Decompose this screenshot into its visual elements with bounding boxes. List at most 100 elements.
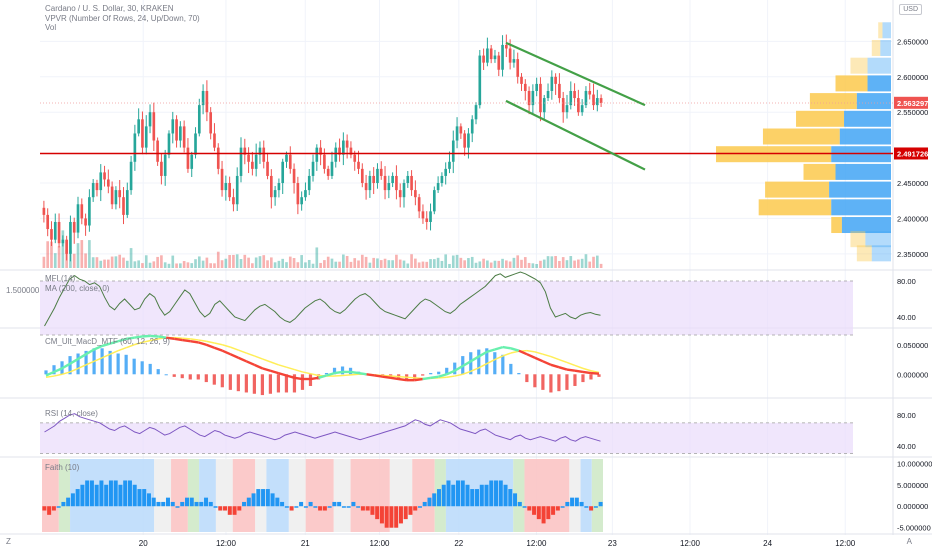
candle-body [463,133,466,148]
volume-bar [486,260,489,268]
faith-pane[interactable] [42,459,603,532]
price-label: 2.563297 [897,99,928,108]
macd-line [133,335,143,339]
candle-body [478,55,482,106]
volume-bar [315,247,319,268]
vpvr-legend[interactable]: VPVR (Number Of Rows, 24, Up/Down, 70) [45,13,200,23]
macd-histogram-bar [292,374,297,393]
rsi-pane[interactable] [40,413,853,454]
volume-bar [163,262,167,268]
volume-profile-bar-down [856,245,872,262]
macd-line [53,367,63,374]
faith-histogram-bar [322,506,327,511]
volume-bar [508,261,512,268]
faith-histogram-bar [503,484,508,507]
price-pane[interactable] [40,22,893,268]
faith-histogram-bar [318,506,323,511]
faith-background-band [171,459,188,532]
volume-bar [118,254,122,268]
rsi-title[interactable]: RSI (14, close) [45,409,98,418]
faith-background-band [154,459,172,532]
volume-profile-bar-up [867,75,891,92]
candle-body [577,98,580,113]
mfi-title[interactable]: MFI (14) [45,274,76,283]
candle-body [46,214,50,230]
faith-histogram-bar [441,484,446,507]
candle-body [224,183,228,191]
candle-body [345,140,349,148]
faith-histogram-bar [436,489,441,507]
volume-profile-bar-down [871,39,881,56]
macd-pane[interactable] [44,334,601,396]
currency-badge[interactable]: USD [899,4,922,15]
volume-bar [376,258,379,268]
macd-line [454,364,464,372]
macd-signal-line [566,361,576,367]
macd-signal-line [254,355,263,360]
macd-signal-line [390,375,399,378]
faith-background-band [255,459,267,532]
volume-bar [421,261,425,268]
macd-signal-line [526,349,535,353]
macd-histogram-bar [132,358,136,375]
faith-histogram-bar [370,506,375,515]
macd-line [398,377,407,382]
macd-signal-line [69,367,79,373]
macd-signal-line [478,362,488,369]
volume-bar [364,256,368,268]
mfi-pane[interactable] [40,271,853,336]
volume-profile-bar-down [850,231,866,248]
faith-histogram-bar [113,480,118,507]
faith-histogram-bar [398,506,403,524]
candle-body [558,83,561,99]
vol-legend[interactable]: Vol [45,23,57,32]
macd-line [534,356,544,363]
faith-histogram-bar [413,506,418,511]
symbol-title[interactable]: Cardano / U. S. Dollar, 30, KRAKEN [45,4,174,13]
volume-profile-bar-up [871,245,891,262]
volume-bar [175,263,178,268]
volume-bar [186,262,190,268]
volume-bar [179,263,182,268]
faith-histogram-bar [261,489,266,507]
candle-body [588,90,592,95]
candle-body [213,133,216,148]
macd-histogram-bar [348,367,353,375]
candle-body [254,154,258,169]
zoom-corner[interactable]: Z [6,537,11,546]
candle-body [197,105,201,134]
faith-title[interactable]: Faith (10) [45,463,80,472]
macd-line [518,349,528,356]
faith-histogram-bar [494,480,499,507]
volume-profile-bar-down [831,217,842,234]
channel-upper-line [505,41,646,107]
candle-body [232,197,235,205]
volume-bar [330,258,334,268]
volume-bar [489,262,493,268]
candle-body [205,90,209,113]
faith-background-band [266,459,289,532]
macd-line [213,346,223,352]
candle-body [288,154,292,169]
volume-bar [398,259,402,268]
macd-histogram-bar [485,348,489,375]
macd-line [237,356,247,363]
auto-scale-corner[interactable]: A [906,537,912,546]
candle-body [266,161,269,176]
faith-histogram-bar [146,493,151,507]
volume-profile-bar-down [850,57,868,74]
macd-signal-line [101,353,111,359]
volume-profile-bar-down [765,181,830,198]
faith-histogram-bar [484,484,489,507]
volume-bar [323,260,326,268]
mfi-subtitle[interactable]: MA (200, close, 0) [45,283,110,293]
volume-bar [402,260,406,268]
macd-title[interactable]: CM_Ult_MacD_MTF (60, 12, 26, 9) [45,337,170,346]
macd-signal-line [190,338,199,341]
candle-body [319,147,322,155]
faith-histogram-bar [227,506,232,515]
indicator-tick-label: 40.00 [897,442,916,451]
macd-line [69,357,79,365]
volume-bar [239,259,243,268]
